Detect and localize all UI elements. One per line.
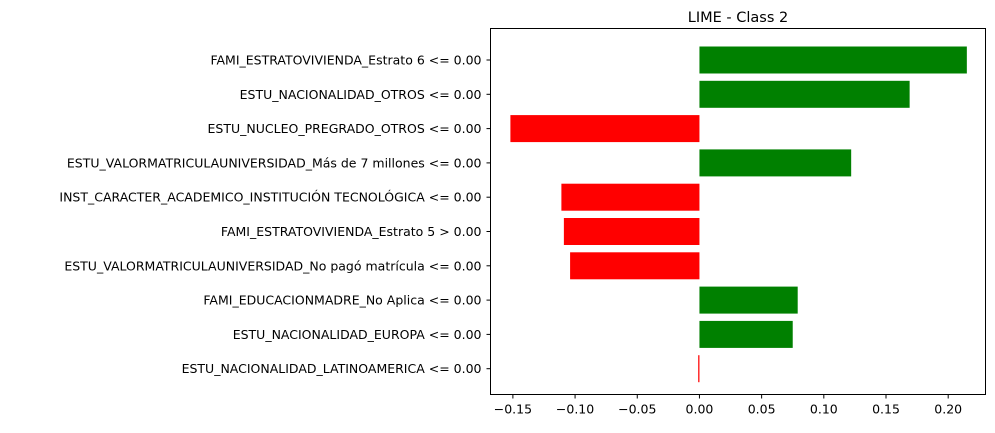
x-tick-label-2: −0.05 — [618, 402, 656, 417]
bar-5 — [563, 218, 700, 245]
bar-0 — [699, 46, 967, 74]
x-tick-label-3: 0.00 — [686, 402, 714, 417]
bar-8 — [699, 320, 793, 348]
bar-6 — [570, 252, 700, 280]
y-tick-label-6: ESTU_VALORMATRICULAUNIVERSIDAD_No pagó m… — [64, 258, 481, 273]
bar-3 — [699, 149, 852, 177]
y-tick-label-4: INST_CARACTER_ACADEMICO_INSTITUCIÓN TECN… — [59, 190, 481, 205]
bar-9 — [698, 355, 700, 383]
y-tick-label-8: ESTU_NACIONALIDAD_EUROPA <= 0.00 — [233, 327, 482, 342]
x-tick-label-6: 0.15 — [872, 402, 900, 417]
y-tick-label-9: ESTU_NACIONALIDAD_LATINOAMERICA <= 0.00 — [182, 361, 482, 376]
y-tick-label-1: ESTU_NACIONALIDAD_OTROS <= 0.00 — [240, 87, 482, 102]
y-tick-label-3: ESTU_VALORMATRICULAUNIVERSIDAD_Más de 7 … — [67, 155, 482, 170]
y-tick-labels: FAMI_ESTRATOVIVIENDA_Estrato 6 <= 0.00 ES… — [59, 53, 491, 376]
plot-frame — [490, 28, 986, 395]
x-tick-label-4: 0.05 — [748, 402, 776, 417]
y-tick-label-7: FAMI_EDUCACIONMADRE_No Aplica <= 0.00 — [203, 293, 481, 308]
bar-4 — [561, 183, 700, 211]
x-tick-label-5: 0.10 — [810, 402, 838, 417]
y-tick-label-5: FAMI_ESTRATOVIVIENDA_Estrato 5 > 0.00 — [221, 224, 482, 239]
bar-1 — [699, 80, 910, 108]
chart-title: LIME - Class 2 — [688, 10, 788, 26]
x-tick-label-0: −0.15 — [494, 402, 532, 417]
x-tick-label-1: −0.10 — [556, 402, 594, 417]
bar-7 — [699, 286, 798, 314]
x-ticks: −0.15 −0.10 −0.05 0.00 0.05 0.10 0.15 0.20 — [494, 394, 962, 417]
bars-group — [510, 46, 967, 383]
bar-2 — [510, 115, 700, 143]
x-tick-label-7: 0.20 — [934, 402, 962, 417]
y-tick-label-0: FAMI_ESTRATOVIVIENDA_Estrato 6 <= 0.00 — [210, 53, 481, 68]
y-tick-label-2: ESTU_NUCLEO_PREGRADO_OTROS <= 0.00 — [208, 121, 482, 136]
